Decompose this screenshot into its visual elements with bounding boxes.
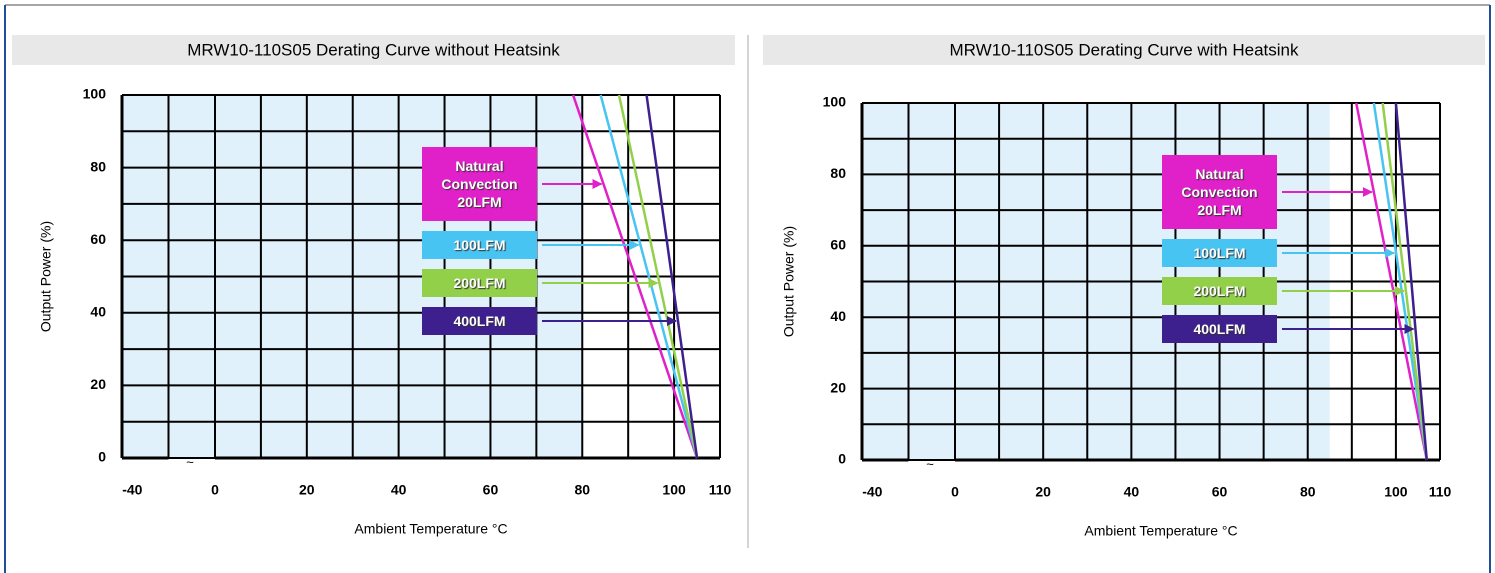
y-tick-label: 0: [98, 449, 106, 465]
x-axis-label: Ambient Temperature °C: [354, 521, 507, 537]
x-axis-label: Ambient Temperature °C: [1084, 523, 1237, 539]
x-tick-label: 100: [1384, 484, 1408, 500]
y-tick-label: 80: [90, 158, 106, 174]
series-line: [617, 94, 699, 459]
x-tick-label: 40: [391, 482, 407, 498]
y-tick-label: 20: [830, 379, 846, 395]
x-tick-label: 20: [299, 482, 315, 498]
x-tick-label: 60: [1212, 484, 1228, 500]
y-tick-label: 60: [830, 237, 846, 253]
x-tick-label: -40: [862, 484, 882, 500]
y-axis-label: Output Power (%): [38, 221, 54, 332]
legend-entry: 100LFM: [1162, 239, 1277, 267]
x-tick-label: 100: [662, 482, 686, 498]
legend-entry: 400LFM: [422, 307, 537, 335]
axis-break: ~: [926, 456, 934, 471]
y-tick-label: 20: [90, 376, 106, 392]
x-tick-label: 40: [1124, 484, 1140, 500]
x-tick-label: 110: [709, 482, 732, 498]
series-line: [1394, 102, 1429, 461]
legend-entry: 100LFM: [422, 231, 537, 259]
legend-entry: Natural Convection 20LFM: [422, 147, 537, 221]
axis-break: ~: [186, 454, 194, 469]
legend-entry: 400LFM: [1162, 315, 1277, 343]
y-tick-label: 40: [90, 304, 106, 320]
legend-entry: Natural Convection 20LFM: [1162, 155, 1277, 229]
x-tick-label: 0: [211, 482, 219, 498]
legend-entry: 200LFM: [1162, 277, 1277, 305]
x-tick-label: 80: [574, 482, 590, 498]
x-tick-label: 110: [1429, 484, 1452, 500]
y-tick-label: 60: [90, 231, 106, 247]
series-line: [571, 94, 699, 459]
legend-entry: 200LFM: [422, 269, 537, 297]
y-tick-label: 100: [823, 94, 847, 110]
series-line: [1372, 102, 1429, 461]
x-tick-label: 80: [1300, 484, 1316, 500]
y-tick-label: 100: [83, 86, 107, 102]
y-axis-label: Output Power (%): [781, 226, 797, 337]
series-line: [599, 94, 699, 459]
title-bar: [12, 35, 735, 65]
y-tick-label: 0: [838, 451, 846, 467]
series-line: [645, 94, 699, 459]
chart-title: MRW10-110S05 Derating Curve with Heatsin…: [950, 40, 1299, 59]
x-tick-label: 60: [483, 482, 499, 498]
y-tick-label: 80: [830, 165, 846, 181]
x-tick-label: -40: [122, 482, 142, 498]
x-tick-label: 0: [951, 484, 959, 500]
title-bar: [763, 35, 1485, 65]
chart-title: MRW10-110S05 Derating Curve without Heat…: [187, 40, 560, 59]
series-line: [1381, 102, 1429, 461]
y-tick-label: 40: [830, 308, 846, 324]
series-line: [1355, 102, 1428, 461]
x-tick-label: 20: [1035, 484, 1051, 500]
